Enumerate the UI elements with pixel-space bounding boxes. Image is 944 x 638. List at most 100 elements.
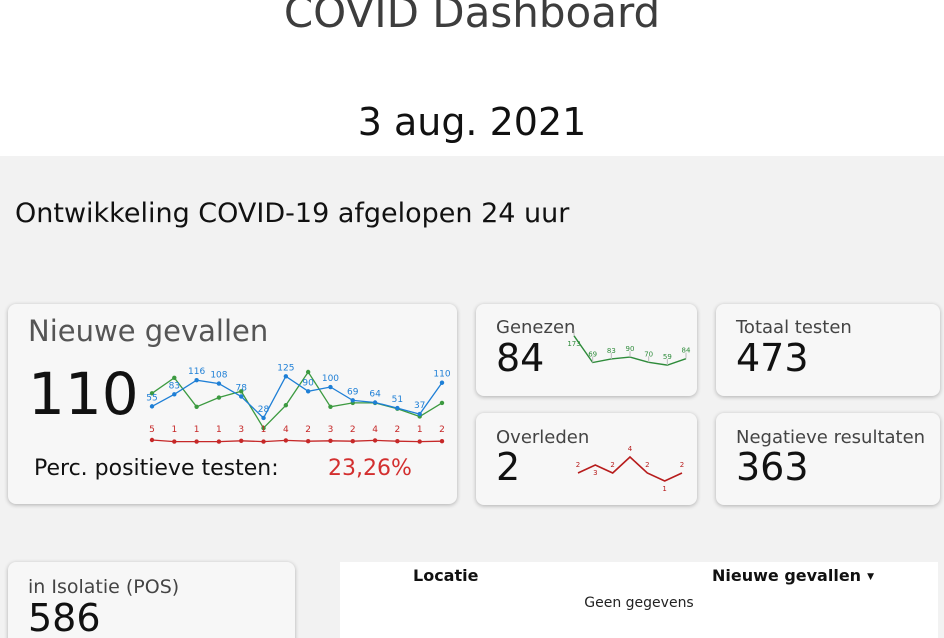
positive-tests-value: 23,26% — [328, 456, 412, 481]
data-point — [350, 439, 355, 444]
data-point — [305, 369, 311, 375]
data-label: 3 — [593, 469, 597, 477]
data-point — [149, 391, 155, 396]
data-label: 2 — [645, 461, 649, 469]
data-point — [283, 374, 289, 379]
data-point — [172, 439, 177, 444]
data-label: 28 — [258, 405, 270, 415]
data-point — [417, 411, 422, 417]
series-line — [151, 439, 443, 443]
data-label: 125 — [277, 363, 294, 373]
data-point — [149, 437, 155, 443]
data-label: 1 — [662, 485, 666, 493]
data-point — [172, 392, 177, 397]
data-label: 1 — [216, 425, 222, 435]
data-label: 83 — [169, 381, 180, 391]
dashboard-title: COVID Dashboard — [283, 0, 661, 37]
total-tests-value: 473 — [736, 336, 809, 380]
data-label: 59 — [663, 353, 672, 361]
data-point — [305, 439, 311, 444]
data-point — [305, 389, 311, 394]
total-tests-label: Totaal testen — [736, 317, 852, 338]
data-point — [194, 404, 199, 409]
sort-desc-icon: ▼ — [867, 571, 874, 582]
new-cases-value: 110 — [28, 360, 139, 428]
data-point — [216, 381, 222, 386]
data-label: 37 — [414, 401, 425, 411]
section-title: Ontwikkeling COVID-19 afgelopen 24 uur — [15, 198, 570, 229]
data-label: 108 — [210, 371, 227, 381]
deceased-sparkline: 2 3 2 4 2 1 2 — [576, 445, 684, 493]
data-label: 2 — [680, 461, 684, 469]
data-label: 173 — [567, 340, 580, 348]
data-point — [283, 403, 289, 408]
data-label: 2 — [610, 461, 614, 469]
data-label: 69 — [347, 387, 359, 397]
data-point — [439, 380, 445, 385]
negative-results-value: 363 — [736, 445, 809, 489]
data-point — [172, 375, 177, 380]
data-point — [261, 425, 266, 431]
empty-table-message: Geen gegevens — [584, 595, 694, 611]
data-point — [194, 439, 199, 444]
data-label: 90 — [626, 345, 635, 353]
column-header-location[interactable]: Locatie — [413, 566, 478, 585]
deceased-card: Overleden 2 2 3 2 4 2 1 2 — [476, 413, 697, 505]
deceased-value: 2 — [496, 445, 521, 489]
data-label: 3 — [328, 425, 334, 435]
data-point — [194, 377, 199, 383]
data-point — [439, 439, 445, 444]
recovered-card: Genezen 84 173 69 83 90 70 59 84 — [476, 304, 697, 396]
data-label: 2 — [305, 425, 311, 435]
data-label: 64 — [369, 390, 381, 400]
data-point — [239, 438, 244, 443]
data-label: 1 — [194, 425, 200, 435]
isolation-label: in Isolatie (POS) — [28, 576, 180, 598]
data-label: 51 — [392, 395, 403, 405]
column-header-new-cases[interactable]: Nieuwe gevallen ▼ — [712, 566, 874, 585]
negative-results-label: Negatieve resultaten — [736, 427, 926, 448]
data-label: 2 — [350, 425, 356, 435]
data-point — [439, 400, 445, 406]
deceased-label: Overleden — [496, 427, 590, 448]
data-label: 4 — [628, 445, 633, 453]
data-label: 69 — [588, 351, 597, 359]
data-point — [328, 404, 333, 409]
data-point — [395, 439, 400, 444]
data-point — [328, 438, 333, 443]
data-point — [417, 439, 422, 444]
data-label: 83 — [607, 347, 616, 355]
series-line — [577, 455, 683, 482]
data-label: 3 — [238, 425, 244, 435]
recovered-sparkline: 173 69 83 90 70 59 84 — [567, 329, 691, 366]
data-point — [216, 439, 222, 444]
data-label: 1 — [417, 425, 423, 435]
data-label: 55 — [146, 393, 157, 403]
recovered-value: 84 — [496, 336, 545, 380]
data-point — [372, 400, 378, 405]
data-label: 1 — [171, 425, 177, 435]
data-point — [261, 415, 266, 421]
data-label: 78 — [236, 383, 248, 393]
data-point — [261, 439, 266, 444]
series-line — [151, 375, 443, 420]
data-label: 90 — [302, 378, 314, 388]
data-label: 4 — [372, 425, 378, 435]
data-point — [283, 438, 289, 443]
data-point — [395, 405, 400, 411]
new-cases-label: Nieuwe gevallen — [28, 314, 269, 348]
positive-tests-label: Perc. positieve testen: — [34, 456, 279, 481]
data-label: 4 — [283, 425, 289, 435]
data-point — [239, 394, 244, 399]
data-label: 2 — [439, 425, 445, 435]
negative-results-card: Negatieve resultaten 363 — [716, 413, 940, 505]
data-label: 84 — [682, 347, 691, 355]
data-point — [149, 404, 155, 409]
data-point — [328, 384, 333, 390]
data-point — [216, 395, 222, 400]
data-label: 5 — [149, 425, 155, 435]
data-label: 110 — [433, 370, 450, 380]
data-label: 116 — [188, 367, 205, 377]
dashboard-header: COVID Dashboard 3 aug. 2021 — [0, 0, 944, 156]
recovered-label: Genezen — [496, 317, 576, 338]
